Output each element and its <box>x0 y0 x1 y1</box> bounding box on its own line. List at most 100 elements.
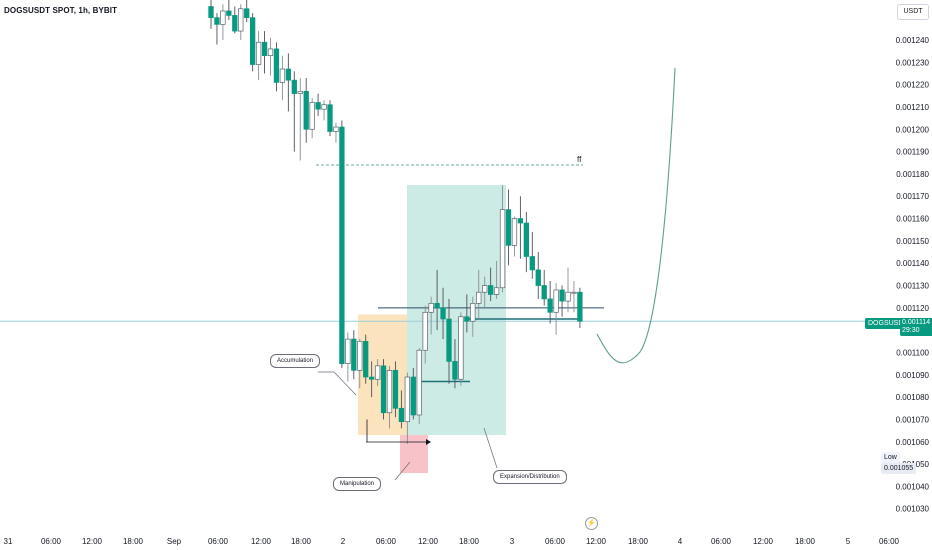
candle-body <box>493 287 500 295</box>
y-tick-label: 0.001150 <box>896 237 929 246</box>
candle-body <box>208 6 214 19</box>
last-price-value: 0.001114 <box>902 319 931 326</box>
candle-body <box>297 90 303 94</box>
x-tick-label: 06:00 <box>545 537 566 546</box>
y-tick-label: 0.001060 <box>896 438 930 447</box>
y-tick-label: 0.001200 <box>896 125 930 134</box>
expansion-zone <box>407 185 506 436</box>
candle <box>565 267 571 313</box>
candle <box>345 332 351 382</box>
candle <box>559 285 565 317</box>
candle-body <box>398 407 405 423</box>
candle <box>250 13 256 72</box>
y-tick-label: 0.001220 <box>896 81 930 90</box>
symbol-badge: DOGSUSDT <box>865 318 911 329</box>
candle-body <box>339 126 345 364</box>
currency-button[interactable]: USDT <box>897 4 929 20</box>
countdown: 29:30 <box>902 327 920 334</box>
x-tick-label: 18:00 <box>459 537 480 546</box>
last-price-badge: 0.001114 29:30 <box>900 318 932 336</box>
expansion-label: Expansion/Distribution <box>493 470 567 484</box>
candle-body <box>422 311 428 351</box>
candle <box>422 305 428 364</box>
y-tick-label: 0.001070 <box>896 415 930 424</box>
y-tick-label: 0.001090 <box>896 371 930 380</box>
candle-body <box>541 285 547 300</box>
candle <box>416 348 422 424</box>
candle <box>410 368 416 420</box>
y-tick-label: 0.001180 <box>896 170 929 179</box>
y-axis[interactable]: 0.001240 0.001230 0.001220 0.001210 0.001200… <box>896 36 930 514</box>
candle <box>428 296 434 335</box>
candle <box>470 296 476 337</box>
candle-body <box>482 285 488 293</box>
x-tick-label: 4 <box>678 537 683 546</box>
candle <box>273 42 280 92</box>
candle-body <box>232 15 238 32</box>
candle <box>434 269 440 331</box>
candle-body <box>357 340 363 371</box>
y-tick-label: 0.001040 <box>896 482 930 491</box>
candle-body <box>535 269 541 286</box>
candle <box>488 267 494 302</box>
candle-body <box>267 48 274 56</box>
candle <box>238 4 244 40</box>
candle-body <box>291 79 297 94</box>
candle-body <box>499 209 506 289</box>
candle <box>297 77 303 161</box>
y-tick-label: 0.001100 <box>896 348 929 357</box>
low-marker: Low0.001055 <box>881 452 932 474</box>
candle-body <box>470 303 476 322</box>
candle-body <box>220 10 226 25</box>
candle <box>285 53 291 112</box>
candle <box>380 359 387 420</box>
candle <box>476 269 482 319</box>
x-tick-label: 06:00 <box>376 537 397 546</box>
candle <box>232 6 238 34</box>
candle <box>363 334 369 384</box>
candle-body <box>255 41 262 65</box>
x-tick-label: 18:00 <box>123 537 144 546</box>
candle-body <box>523 222 529 257</box>
candle-body <box>285 68 291 81</box>
manipulation-label: Manipulation <box>333 477 382 491</box>
y-tick-label: 0.001210 <box>896 103 930 112</box>
y-tick-label: 0.001160 <box>896 215 929 224</box>
candle <box>499 185 506 293</box>
x-tick-label: 5 <box>846 537 851 546</box>
candle <box>220 4 226 40</box>
candle <box>369 361 375 398</box>
candle <box>309 98 315 139</box>
candle-body <box>488 285 494 295</box>
x-tick-label: 18:00 <box>795 537 816 546</box>
low-label: Low <box>881 452 900 463</box>
candle <box>571 281 577 313</box>
chart-title: DOGSUSDT SPOT, 1h, BYBIT <box>4 6 118 15</box>
x-axis[interactable]: 31 06:00 12:00 18:00 Sep 06:00 12:00 18:00 2 06:0… <box>4 537 900 546</box>
x-tick-label: 12:00 <box>586 537 607 546</box>
candle-body <box>273 48 280 83</box>
y-tick-label: 0.001120 <box>896 304 929 313</box>
x-tick-label: 12:00 <box>753 537 774 546</box>
y-tick-label: 0.001130 <box>896 282 929 291</box>
candle <box>267 37 274 76</box>
candle <box>577 287 583 328</box>
x-tick-label: Sep <box>167 537 182 546</box>
candle <box>511 216 518 257</box>
candle-body <box>577 291 583 322</box>
candle <box>440 287 446 340</box>
lightning-icon[interactable]: ⚡ <box>585 517 598 530</box>
candle <box>315 93 321 116</box>
candle <box>327 100 333 136</box>
manipulation-zone <box>400 435 428 474</box>
candle-body <box>505 209 512 246</box>
candle-body <box>529 256 535 271</box>
x-tick-label: 12:00 <box>82 537 103 546</box>
candle-body <box>559 289 565 302</box>
candle-body <box>458 316 464 380</box>
low-value: 0.001055 <box>881 463 917 474</box>
manipulation-pointer <box>394 461 411 481</box>
candle <box>339 120 345 369</box>
accumulation-pointer <box>318 371 357 396</box>
